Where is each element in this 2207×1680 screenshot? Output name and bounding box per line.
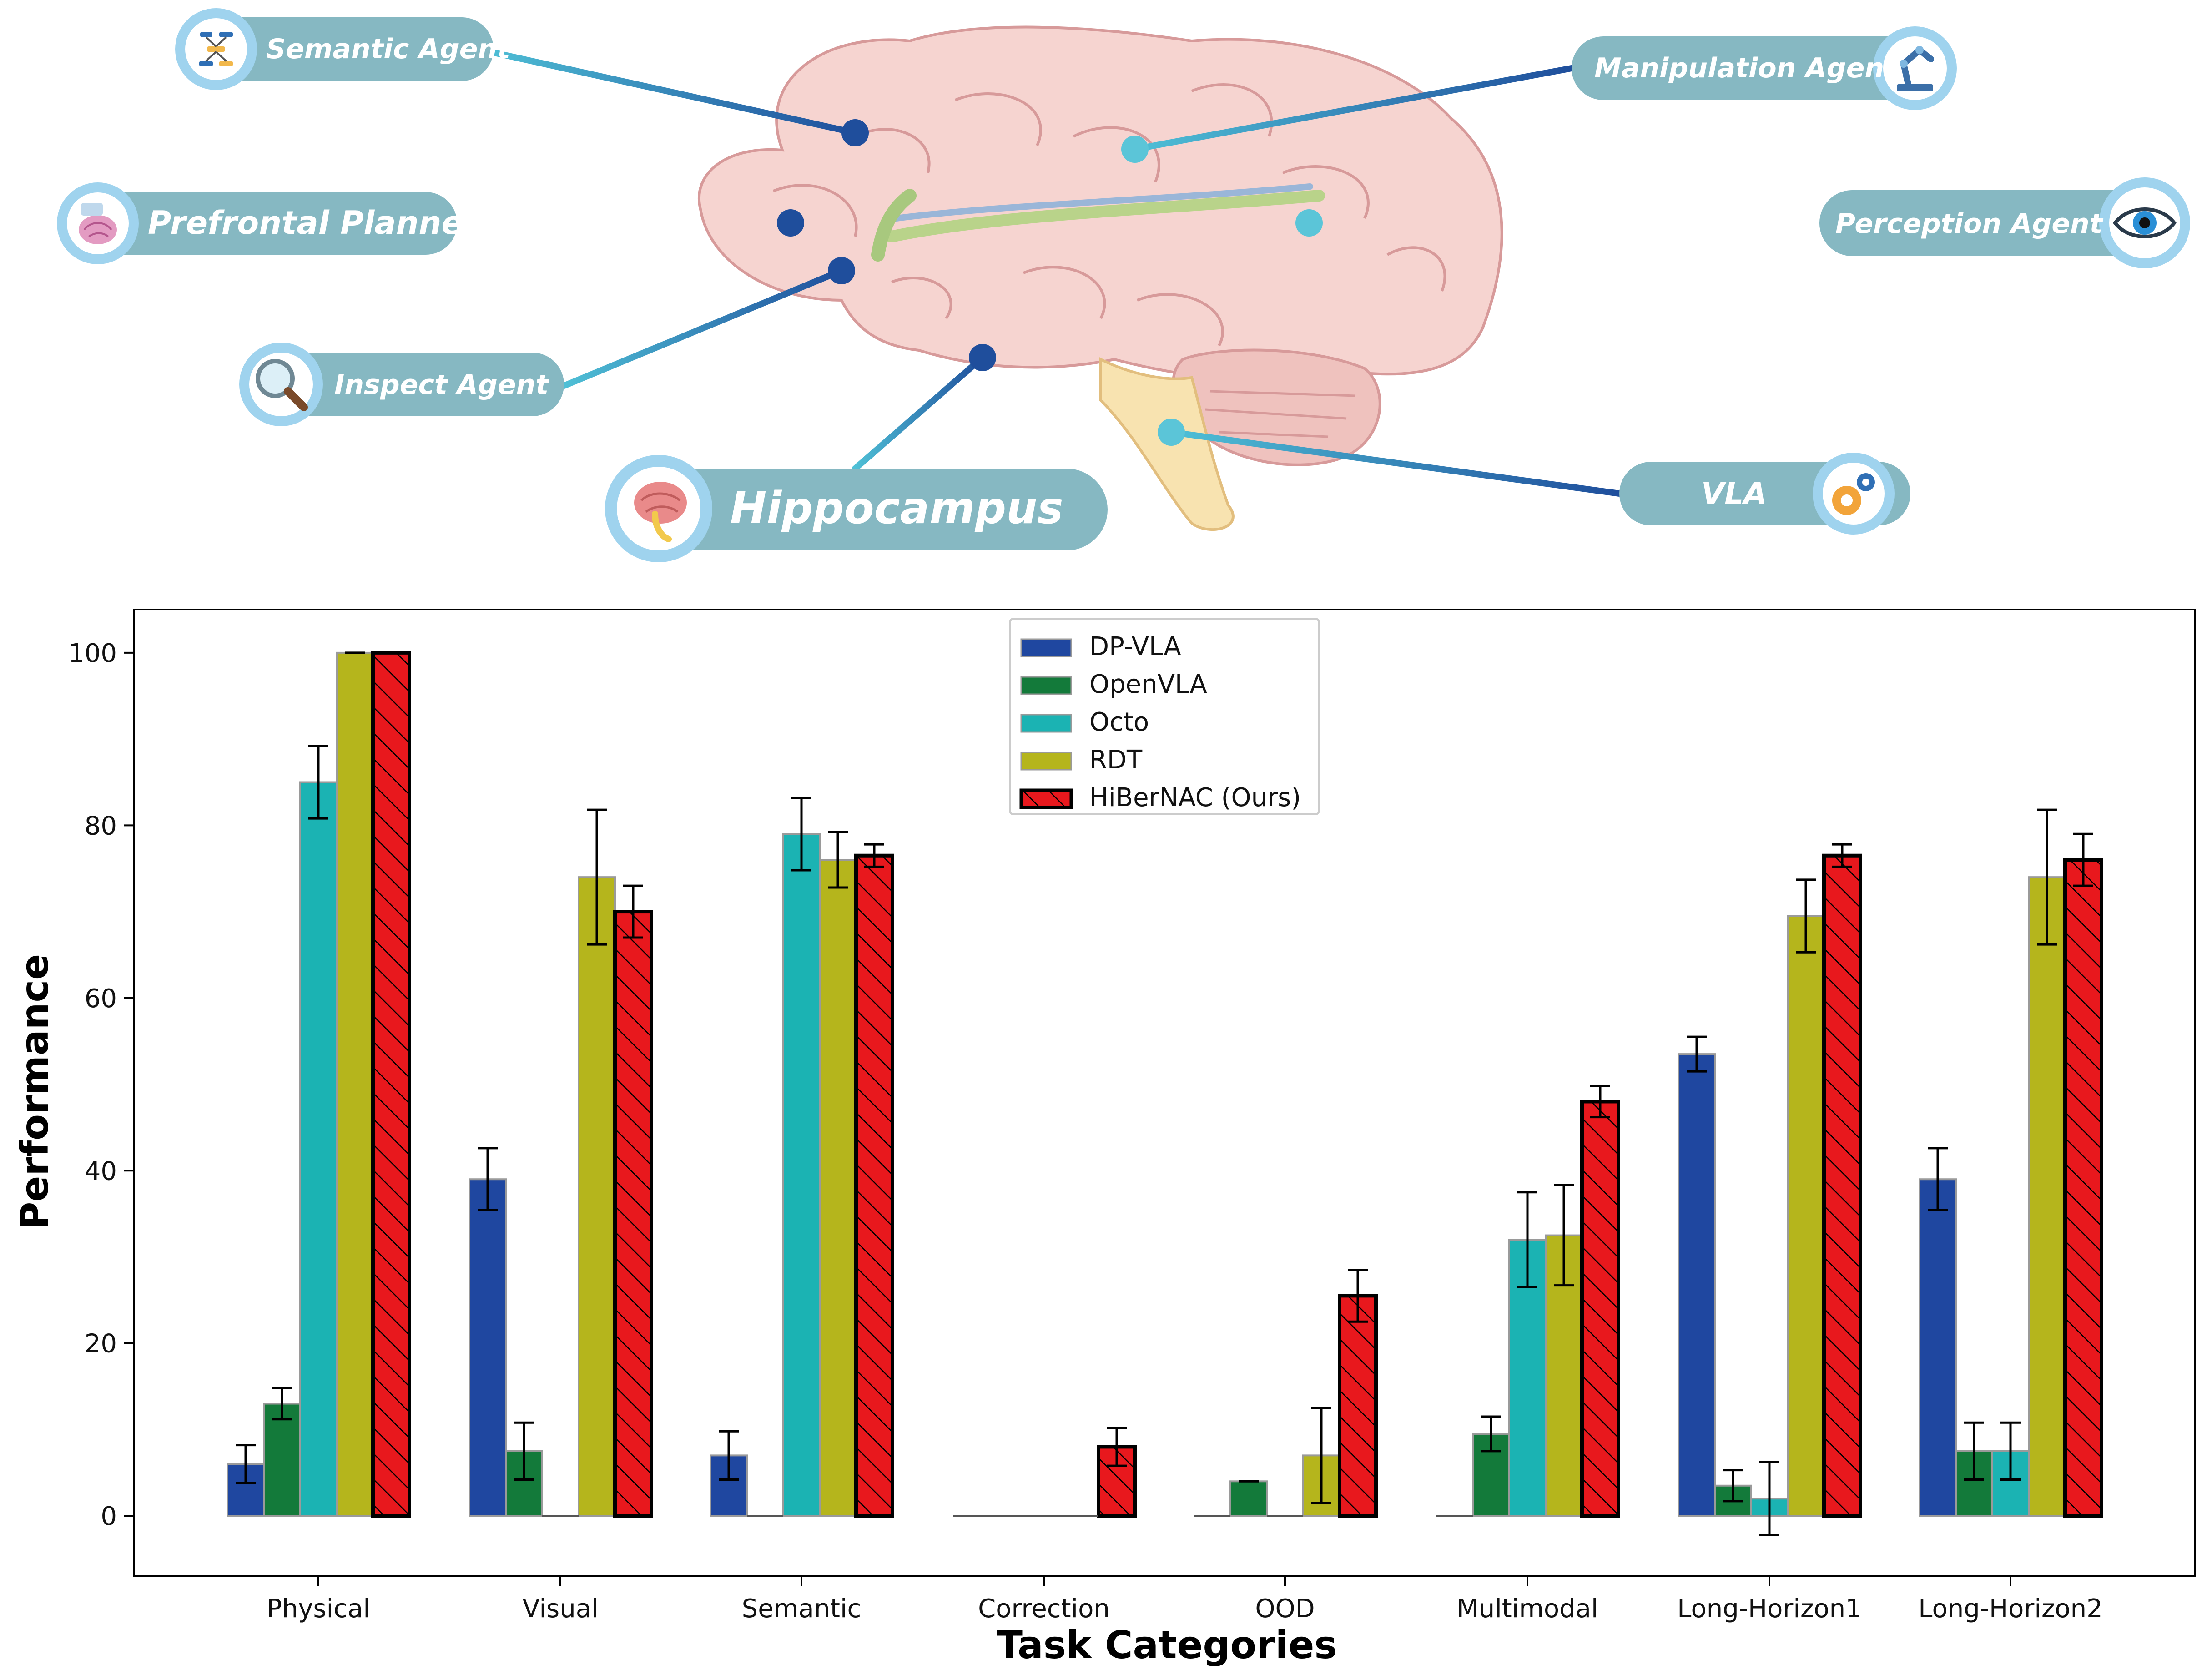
perception-agent-label: Perception Agent	[1835, 208, 2104, 240]
y-tick-label: 40	[85, 1156, 117, 1186]
prefrontal-planner-label: Prefrontal Planner	[148, 204, 481, 242]
brain-agent-diagram: Semantic Agent Prefrontal Planner Inspec…	[57, 8, 2190, 562]
bar-hibernac-ours-hatch	[1338, 1294, 1378, 1518]
error-bars	[236, 651, 2093, 1536]
legend-label: Octo	[1089, 707, 1149, 737]
inspect-agent-label: Inspect Agent	[334, 369, 549, 401]
inspect-agent-pill: Inspect Agent	[239, 343, 564, 426]
legend-swatch	[1020, 638, 1072, 657]
bar-rdt	[1787, 915, 1825, 1517]
x-tick-label: Correction	[978, 1594, 1110, 1624]
vla-pill: VLA	[1619, 453, 1910, 535]
bar-octo	[782, 833, 821, 1517]
vla-label: VLA	[1701, 476, 1767, 511]
bar-hibernac-ours-hatch	[2063, 858, 2103, 1518]
bar-rdt	[2028, 876, 2066, 1517]
bar-series	[227, 651, 2103, 1518]
x-tick-label: Visual	[522, 1594, 598, 1624]
x-axis-ticks: Physical Visual Semantic Correction OOD Multi…	[267, 1576, 2103, 1624]
semantic-agent-pill: Semantic Agent	[175, 8, 511, 90]
legend-swatch-hatch	[1019, 788, 1073, 809]
connector-dots	[777, 119, 1323, 446]
manipulation-agent-pill: Manipulation Agent	[1572, 26, 1957, 110]
magnifier-icon	[256, 359, 308, 411]
y-axis-title: Performance	[12, 954, 57, 1230]
y-tick-label: 100	[68, 639, 117, 668]
x-axis-title: Task Categories	[997, 1623, 1337, 1667]
perception-agent-pill: Perception Agent	[1819, 177, 2190, 268]
legend-swatch	[1020, 676, 1072, 695]
bar-hibernac-ours-hatch	[854, 853, 894, 1518]
robot-arm-icon	[1897, 46, 1934, 91]
bar-dp-vla	[469, 1178, 507, 1517]
x-tick-label: Semantic	[742, 1594, 862, 1624]
hippocampus-brain-icon	[634, 482, 687, 542]
hippocampus-pill: Hippocampus	[605, 455, 1108, 562]
bar-rdt	[336, 651, 374, 1517]
plot-frame	[133, 609, 2196, 1577]
bar-hibernac-ours-hatch	[1580, 1100, 1620, 1518]
gears-icon	[1832, 473, 1875, 515]
bar-hibernac-ours-hatch	[613, 910, 653, 1518]
bar-hibernac-ours-hatch	[371, 651, 411, 1518]
legend-box	[1009, 618, 1320, 815]
bar-dp-vla	[1919, 1178, 1957, 1517]
hippocampus-label: Hippocampus	[730, 483, 1063, 534]
legend-swatch	[1020, 714, 1072, 733]
y-tick-label: 80	[85, 811, 117, 841]
bar-octo	[299, 781, 338, 1517]
y-tick-label: 60	[85, 984, 117, 1014]
eye-icon	[2112, 207, 2177, 238]
bar-rdt	[819, 859, 857, 1517]
legend-swatch	[1020, 752, 1072, 771]
x-tick-label: OOD	[1255, 1594, 1315, 1624]
semantic-agent-label: Semantic Agent	[266, 33, 511, 65]
x-tick-label: Multimodal	[1456, 1594, 1598, 1624]
bar-openvla	[1229, 1480, 1268, 1517]
bar-hibernac-ours-hatch	[1822, 853, 1862, 1518]
mind-map-icon	[199, 32, 233, 66]
x-tick-label: Physical	[267, 1594, 370, 1624]
legend-label: RDT	[1089, 745, 1143, 775]
y-tick-label: 0	[101, 1502, 117, 1531]
bar-dp-vla	[1678, 1053, 1716, 1517]
y-axis-ticks: 0 20 40 60 80 100	[68, 639, 134, 1531]
x-tick-label: Long-Horizon2	[1918, 1594, 2102, 1624]
bar-openvla	[263, 1403, 301, 1517]
legend: DP-VLA OpenVLA Octo RDT HiBerNAC (Ours)	[1009, 618, 1320, 815]
legend-label: HiBerNAC (Ours)	[1089, 783, 1301, 812]
legend-label: OpenVLA	[1089, 670, 1207, 699]
connector-lines	[454, 47, 1823, 497]
legend-label: DP-VLA	[1089, 632, 1181, 661]
manipulation-agent-label: Manipulation Agent	[1594, 52, 1898, 84]
y-tick-label: 20	[85, 1329, 117, 1359]
performance-bar-chart: 0 20 40 60 80 100 Physical Visual Semantic Corre…	[12, 609, 2196, 1667]
brain-chip-icon	[79, 203, 117, 244]
bar-rdt	[578, 876, 616, 1517]
prefrontal-planner-pill: Prefrontal Planner	[57, 182, 481, 264]
x-tick-label: Long-Horizon1	[1677, 1594, 1861, 1624]
